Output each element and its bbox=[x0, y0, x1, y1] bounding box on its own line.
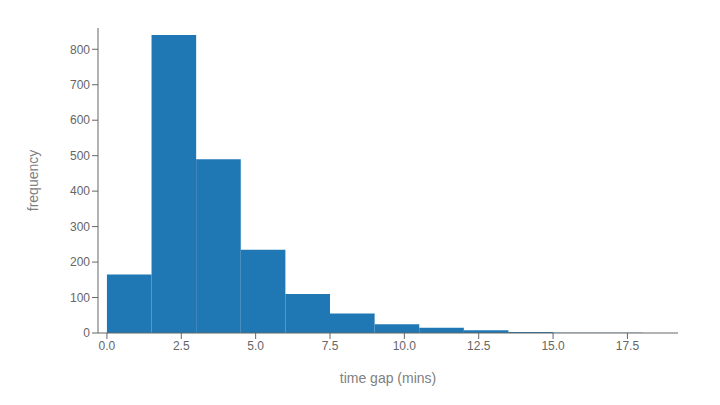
svg-text:time gap (mins): time gap (mins) bbox=[340, 370, 436, 386]
svg-text:10.0: 10.0 bbox=[393, 339, 417, 353]
svg-text:100: 100 bbox=[70, 291, 90, 305]
svg-text:15.0: 15.0 bbox=[541, 339, 565, 353]
svg-text:400: 400 bbox=[70, 184, 90, 198]
svg-text:17.5: 17.5 bbox=[616, 339, 640, 353]
svg-text:800: 800 bbox=[70, 43, 90, 57]
svg-text:7.5: 7.5 bbox=[322, 339, 339, 353]
svg-text:2.5: 2.5 bbox=[173, 339, 190, 353]
svg-text:700: 700 bbox=[70, 78, 90, 92]
svg-text:12.5: 12.5 bbox=[467, 339, 491, 353]
svg-text:300: 300 bbox=[70, 220, 90, 234]
svg-text:200: 200 bbox=[70, 255, 90, 269]
svg-text:5.0: 5.0 bbox=[247, 339, 264, 353]
svg-text:0: 0 bbox=[83, 326, 90, 340]
svg-text:frequency: frequency bbox=[25, 150, 41, 211]
svg-text:600: 600 bbox=[70, 113, 90, 127]
svg-text:0.0: 0.0 bbox=[99, 339, 116, 353]
svg-text:500: 500 bbox=[70, 149, 90, 163]
